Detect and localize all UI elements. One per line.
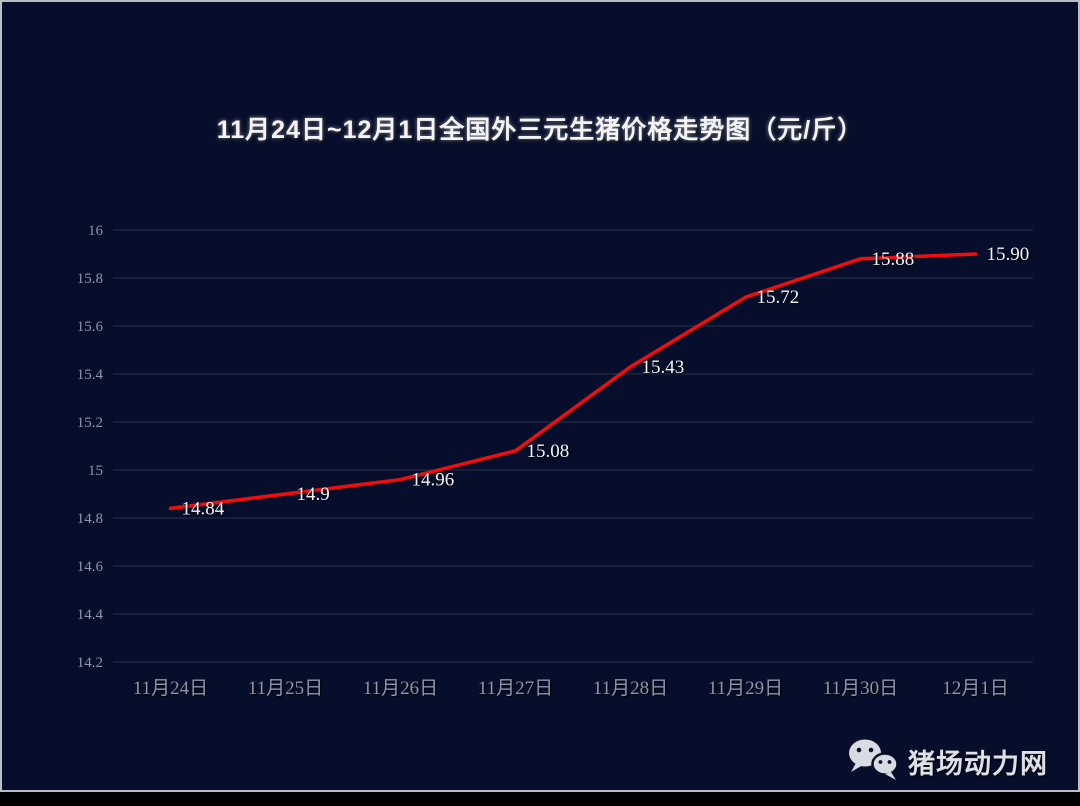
y-tick-label: 15 — [88, 463, 103, 479]
x-tick-label: 11月30日 — [823, 678, 898, 699]
y-tick-label: 15.8 — [77, 271, 103, 287]
x-tick-label: 11月27日 — [478, 678, 553, 699]
y-tick-label: 15.2 — [77, 415, 103, 431]
data-label: 15.43 — [642, 357, 685, 378]
x-tick-label: 11月25日 — [248, 678, 323, 699]
x-tick-label: 11月26日 — [363, 678, 438, 699]
watermark-text: 猪场动力网 — [908, 748, 1048, 779]
chart-title: 11月24日~12月1日全国外三元生猪价格走势图（元/斤） — [216, 116, 864, 144]
y-tick-label: 16 — [88, 223, 104, 239]
data-label: 15.90 — [987, 244, 1030, 265]
data-label: 14.96 — [412, 470, 455, 491]
wechat-icon — [849, 739, 899, 780]
y-tick-label: 14.6 — [77, 559, 104, 575]
data-label: 14.84 — [182, 498, 225, 519]
y-tick-label: 14.8 — [77, 511, 103, 527]
x-tick-label: 11月29日 — [708, 678, 783, 699]
data-label: 15.72 — [757, 287, 800, 308]
data-label: 15.88 — [872, 249, 915, 270]
x-tick-label: 11月28日 — [593, 678, 668, 699]
x-tick-label: 12月1日 — [942, 678, 1009, 699]
y-tick-label: 14.4 — [77, 607, 104, 623]
x-tick-label: 11月24日 — [133, 678, 208, 699]
data-label: 15.08 — [527, 441, 570, 462]
data-label: 14.9 — [297, 484, 330, 505]
y-tick-label: 15.4 — [77, 367, 104, 383]
watermark: 猪场动力网 — [847, 735, 1048, 787]
y-tick-label: 14.2 — [77, 655, 103, 671]
price-line — [168, 252, 978, 511]
y-tick-label: 15.6 — [77, 319, 104, 335]
